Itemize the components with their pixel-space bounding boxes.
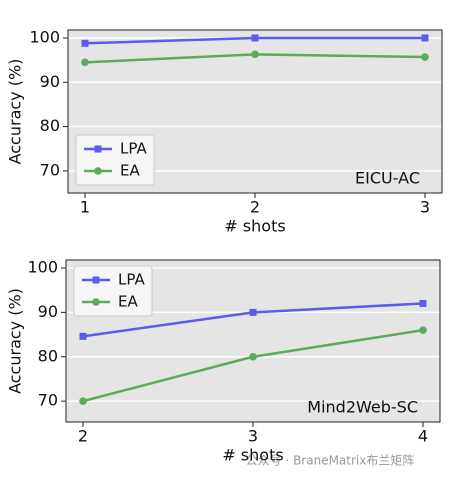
y-tick-label: 90 — [38, 302, 58, 321]
y-tick-label: 70 — [40, 160, 60, 179]
x-tick-label: 4 — [418, 427, 428, 446]
x-axis-label: # shots — [224, 217, 285, 236]
legend-label: LPA — [118, 271, 145, 289]
marker — [81, 58, 89, 67]
marker — [419, 299, 427, 307]
x-axis-label: # shots — [222, 446, 283, 465]
legend-label: EA — [118, 293, 138, 311]
marker — [421, 34, 429, 42]
legend-label: EA — [120, 162, 140, 180]
x-tick-label: 3 — [420, 198, 430, 217]
axes-frame — [65, 259, 441, 423]
y-axis-label: Accuracy (%) — [6, 288, 25, 394]
annotation: EICU-AC — [355, 169, 420, 188]
legend-marker — [92, 298, 100, 306]
marker — [79, 397, 87, 405]
marker — [81, 39, 89, 47]
y-tick-label: 80 — [40, 116, 60, 135]
legend-marker — [92, 276, 100, 284]
x-tick-label: 3 — [248, 427, 258, 446]
marker — [419, 326, 427, 334]
watermark: 公众号 · BraneMatrix布兰矩阵 — [246, 454, 415, 468]
marker — [79, 332, 87, 340]
marker — [251, 34, 259, 42]
y-tick-label: 70 — [38, 391, 58, 410]
marker — [249, 352, 257, 361]
marker — [251, 50, 259, 59]
legend-label: LPA — [120, 140, 147, 158]
y-tick-label: 90 — [40, 72, 60, 91]
axes-frame — [67, 29, 443, 194]
y-axis-label: Accuracy (%) — [6, 59, 25, 165]
x-tick-label: 2 — [78, 427, 88, 446]
marker — [421, 53, 429, 61]
legend-marker — [94, 167, 102, 175]
marker — [249, 308, 257, 316]
y-tick-label: 80 — [38, 346, 58, 365]
annotation: Mind2Web-SC — [307, 398, 418, 417]
x-tick-label: 2 — [250, 198, 260, 217]
legend-marker — [94, 145, 102, 153]
y-tick-label: 100 — [27, 257, 58, 276]
y-tick-label: 100 — [29, 27, 60, 46]
x-tick-label: 1 — [80, 198, 90, 217]
